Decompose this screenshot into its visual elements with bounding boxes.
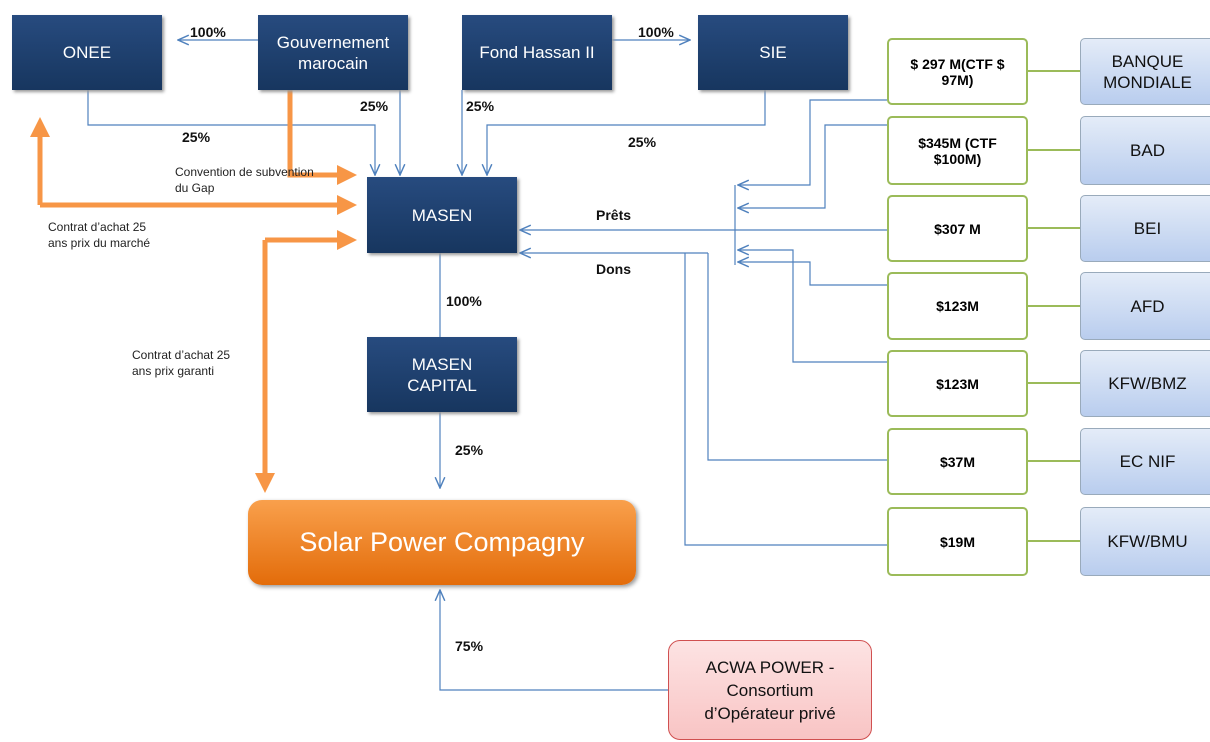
lender-name: BAD <box>1080 116 1210 185</box>
lender-name: KFW/BMZ <box>1080 350 1210 417</box>
orange-arrows <box>30 90 357 493</box>
lender-amount: $19M <box>887 507 1028 576</box>
lender-amount: $307 M <box>887 195 1028 262</box>
node-masen-capital: MASEN CAPITAL <box>367 337 517 412</box>
node-acwa: ACWA POWER - Consortium d’Opérateur priv… <box>668 640 872 740</box>
node-masen: MASEN <box>367 177 517 253</box>
edge-label: 25% <box>466 98 495 114</box>
lender-name: BEI <box>1080 195 1210 262</box>
lender-amount: $345M (CTF $100M) <box>887 116 1028 185</box>
edge-label: 100% <box>638 24 674 40</box>
lender-name: AFD <box>1080 272 1210 340</box>
edge-label: 100% <box>446 293 482 309</box>
note: Convention de subvention du Gap <box>175 165 314 195</box>
node-gouvernement: Gouvernement marocain <box>258 15 408 90</box>
node-sie: SIE <box>698 15 848 90</box>
edge-label: 25% <box>455 442 484 458</box>
lender-name: KFW/BMU <box>1080 507 1210 576</box>
lender-amount: $123M <box>887 272 1028 340</box>
edge-label: 25% <box>628 134 657 150</box>
edge-label: Dons <box>596 261 631 277</box>
blue-arrows <box>87 40 887 691</box>
lender-amount: $37M <box>887 428 1028 495</box>
lender-name: BANQUE MONDIALE <box>1080 38 1210 105</box>
note: Contrat d’achat 25 ans prix garanti <box>132 348 231 378</box>
edge-label: 75% <box>455 638 484 654</box>
edge-label: Prêts <box>596 207 632 223</box>
node-solar: Solar Power Compagny <box>248 500 636 585</box>
lender-name: EC NIF <box>1080 428 1210 495</box>
lender-amount: $ 297 M(CTF $ 97M) <box>887 38 1028 105</box>
node-onee: ONEE <box>12 15 162 90</box>
edge-label: 25% <box>360 98 389 114</box>
lender-amount: $123M <box>887 350 1028 417</box>
green-links <box>1028 70 1080 542</box>
edge-label: 25% <box>182 129 211 145</box>
node-fond: Fond Hassan II <box>462 15 612 90</box>
edge-label: 100% <box>190 24 226 40</box>
note: Contrat d’achat 25 ans prix du marché <box>48 220 151 250</box>
